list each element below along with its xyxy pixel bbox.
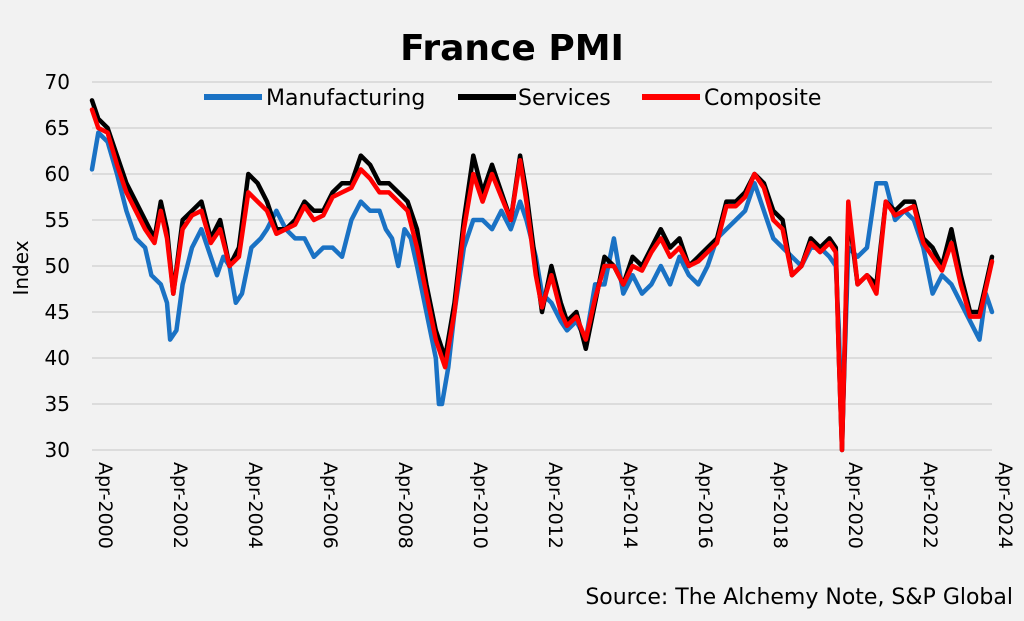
legend-label-manufacturing: Manufacturing	[266, 86, 425, 111]
y-axis-ticks: 30 35 40 45 50 55 60 65 70	[45, 70, 70, 462]
x-tick-label: Apr-2022	[919, 462, 941, 549]
series-line-manufacturing	[89, 130, 995, 444]
y-tick-label: 70	[45, 70, 70, 94]
y-tick-label: 60	[45, 162, 70, 186]
x-tick-label: Apr-2014	[619, 462, 641, 549]
x-axis-ticks: Apr-2000 Apr-2002 Apr-2004 Apr-2006 Apr-2008…	[94, 462, 1016, 549]
legend: Manufacturing Services Composite	[204, 86, 821, 111]
series-lines	[89, 98, 995, 453]
source-note: Source: The Alchemy Note, S&P Global	[585, 585, 1013, 610]
x-tick-label: Apr-2002	[169, 462, 191, 549]
y-tick-label: 50	[45, 254, 70, 278]
y-tick-label: 30	[45, 438, 70, 462]
legend-label-composite: Composite	[704, 86, 821, 111]
x-tick-label: Apr-2020	[844, 462, 866, 549]
y-axis-label: Index	[9, 240, 33, 295]
x-tick-label: Apr-2016	[694, 462, 716, 549]
y-tick-label: 55	[45, 208, 70, 232]
x-tick-label: Apr-2000	[94, 462, 116, 549]
y-tick-label: 35	[45, 392, 70, 416]
x-tick-label: Apr-2008	[394, 462, 416, 549]
x-tick-label: Apr-2004	[244, 462, 266, 549]
y-tick-label: 40	[45, 346, 70, 370]
x-tick-label: Apr-2012	[544, 462, 566, 549]
series-line-composite	[89, 107, 995, 453]
x-tick-label: Apr-2024	[994, 462, 1016, 549]
x-tick-label: Apr-2006	[319, 462, 341, 549]
y-tick-label: 65	[45, 116, 70, 140]
y-tick-label: 45	[45, 300, 70, 324]
x-tick-label: Apr-2018	[769, 462, 791, 549]
chart-title: France PMI	[400, 28, 624, 69]
legend-label-services: Services	[518, 86, 611, 111]
x-tick-label: Apr-2010	[469, 462, 491, 549]
